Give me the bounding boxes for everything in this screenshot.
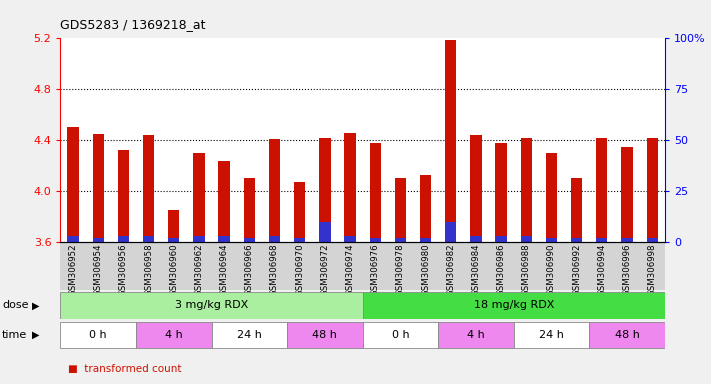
- Bar: [445, 222, 456, 242]
- Bar: [294, 182, 305, 242]
- Bar: [370, 238, 381, 242]
- Bar: [370, 143, 381, 242]
- Bar: [395, 178, 406, 242]
- Bar: [395, 238, 406, 242]
- Text: 0 h: 0 h: [90, 330, 107, 340]
- Bar: [363, 321, 438, 349]
- Bar: [420, 238, 432, 242]
- Bar: [287, 321, 363, 349]
- Bar: [621, 238, 633, 242]
- Text: time: time: [2, 330, 28, 340]
- Bar: [143, 236, 154, 242]
- Bar: [596, 238, 607, 242]
- Bar: [470, 236, 481, 242]
- Bar: [294, 238, 305, 242]
- Bar: [514, 321, 589, 349]
- Bar: [143, 135, 154, 242]
- Bar: [496, 143, 507, 242]
- Bar: [445, 40, 456, 242]
- Bar: [218, 161, 230, 242]
- Bar: [363, 292, 665, 319]
- Bar: [621, 147, 633, 242]
- Bar: [596, 137, 607, 242]
- Text: 24 h: 24 h: [237, 330, 262, 340]
- Bar: [136, 321, 212, 349]
- Bar: [571, 238, 582, 242]
- Bar: [212, 321, 287, 349]
- Bar: [218, 236, 230, 242]
- Text: 0 h: 0 h: [392, 330, 410, 340]
- Bar: [92, 238, 104, 242]
- Text: 18 mg/kg RDX: 18 mg/kg RDX: [474, 300, 554, 311]
- Text: 4 h: 4 h: [165, 330, 183, 340]
- Bar: [193, 153, 205, 242]
- Text: 48 h: 48 h: [312, 330, 337, 340]
- Text: dose: dose: [2, 300, 28, 311]
- Text: GDS5283 / 1369218_at: GDS5283 / 1369218_at: [60, 18, 206, 31]
- Bar: [60, 321, 136, 349]
- Bar: [168, 238, 179, 242]
- Bar: [168, 210, 179, 242]
- Bar: [269, 139, 280, 242]
- Bar: [92, 134, 104, 242]
- Bar: [546, 238, 557, 242]
- Bar: [244, 238, 255, 242]
- Bar: [496, 236, 507, 242]
- Bar: [520, 137, 532, 242]
- Bar: [319, 137, 331, 242]
- Bar: [60, 292, 363, 319]
- Bar: [420, 174, 432, 242]
- Bar: [344, 236, 356, 242]
- Bar: [589, 321, 665, 349]
- Text: 48 h: 48 h: [614, 330, 639, 340]
- Bar: [344, 132, 356, 242]
- Bar: [646, 238, 658, 242]
- Bar: [571, 178, 582, 242]
- Bar: [68, 127, 79, 242]
- Bar: [193, 236, 205, 242]
- Bar: [269, 236, 280, 242]
- Text: 3 mg/kg RDX: 3 mg/kg RDX: [175, 300, 248, 311]
- Bar: [438, 321, 514, 349]
- Bar: [470, 135, 481, 242]
- Bar: [646, 137, 658, 242]
- Text: ▶: ▶: [32, 300, 40, 311]
- Bar: [68, 236, 79, 242]
- Bar: [118, 236, 129, 242]
- Text: ▶: ▶: [32, 330, 40, 340]
- Text: 24 h: 24 h: [539, 330, 564, 340]
- Bar: [244, 178, 255, 242]
- Bar: [319, 222, 331, 242]
- Text: ■  transformed count: ■ transformed count: [68, 364, 181, 374]
- Bar: [520, 236, 532, 242]
- Text: 4 h: 4 h: [467, 330, 485, 340]
- Bar: [118, 151, 129, 242]
- Bar: [546, 153, 557, 242]
